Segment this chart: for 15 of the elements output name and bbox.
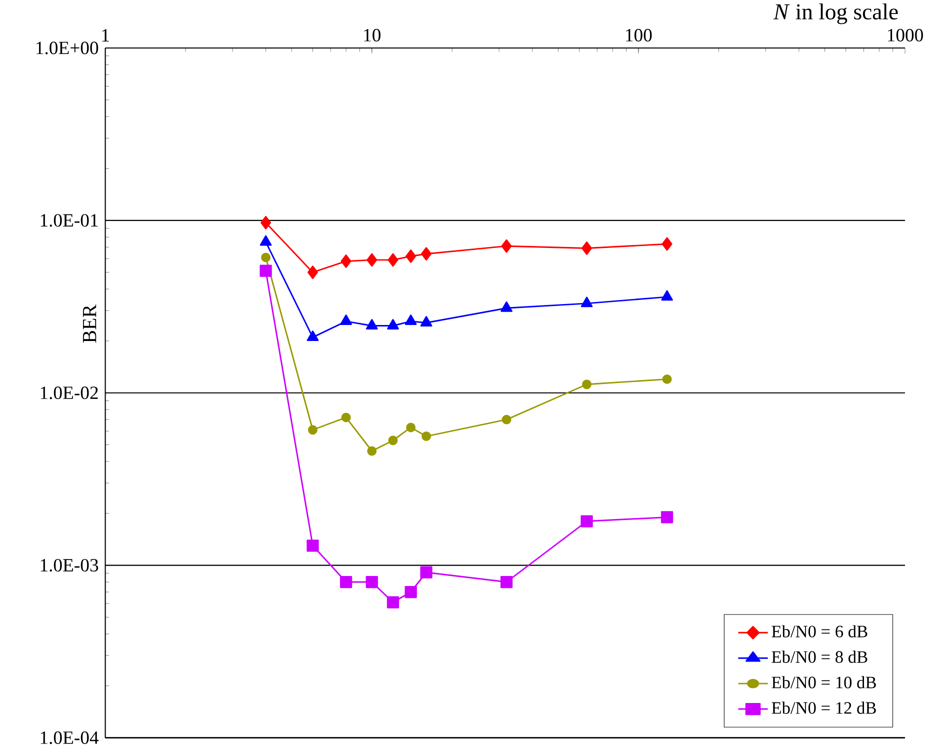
legend-label: Eb/N0 = 12 dB [772,702,876,714]
y-tick-label: 1.0E-02 [40,386,98,400]
y-tick-label: 1.0E-04 [40,732,99,744]
x-tick-label: 1000 [888,29,923,42]
legend-label: Eb/N0 = 6 dB [772,625,868,638]
x-tick-label: 10 [364,29,380,42]
x-axis-title: N in log scale [773,4,898,24]
x-tick-label: 100 [626,29,652,42]
y-axis-title: BER [83,304,96,343]
y-tick-label: 1.0E-03 [40,559,98,572]
x-tick-label: 1 [102,29,109,42]
y-tick-label: 1.0E-01 [40,214,98,227]
y-tick-label: 1.0E+00 [36,42,98,54]
legend-label: Eb/N0 = 8 dB [772,650,868,663]
legend-label: Eb/N0 = 10 dB [772,676,876,688]
